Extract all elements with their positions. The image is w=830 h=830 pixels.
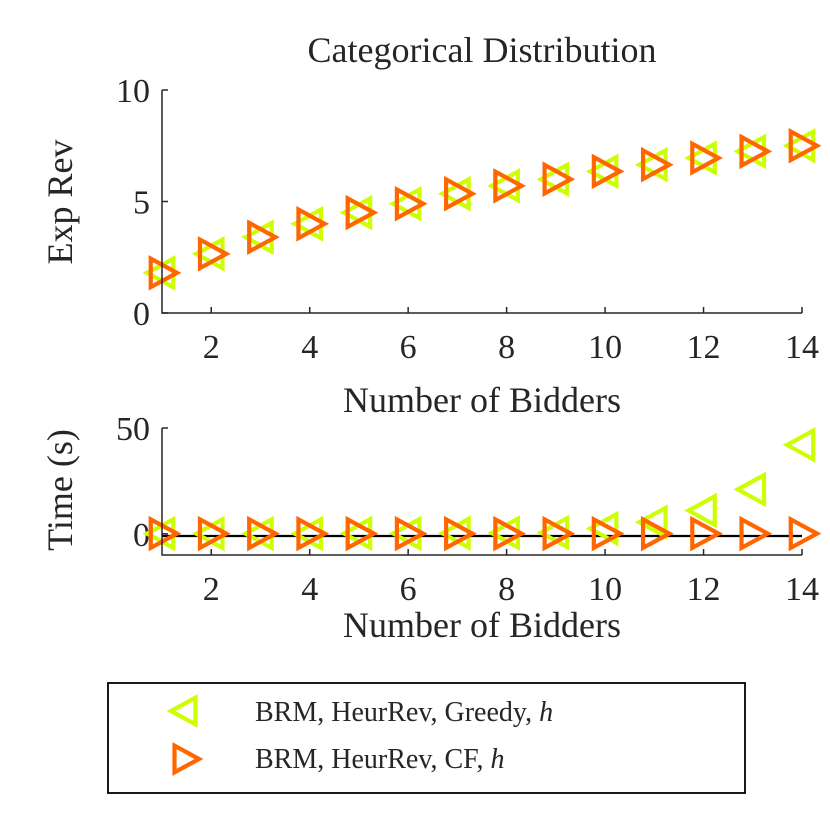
data-point-cf: [345, 194, 379, 231]
chart-title: Categorical Distribution: [308, 30, 657, 70]
data-point-cf: [542, 161, 576, 197]
data-point-greedy: [782, 427, 816, 463]
data-point-cf: [296, 206, 330, 242]
data-point-cf: [148, 515, 182, 552]
data-point-cf: [394, 185, 428, 222]
data-point-cf: [247, 515, 280, 552]
legend-marker-triangle-left-icon: [166, 694, 198, 728]
y-tick-label: 10: [116, 73, 150, 110]
data-point-cf: [690, 515, 723, 552]
marker-group: [142, 127, 822, 291]
x-tick-label: 2: [203, 571, 220, 608]
data-point-cf: [591, 515, 625, 552]
data-point-cf: [640, 515, 674, 552]
data-point-cf: [197, 515, 231, 552]
y-tick-label: 0: [133, 296, 150, 333]
axis-frame: [161, 90, 802, 314]
legend-marker-triangle-left: [166, 694, 198, 728]
data-point-cf: [542, 515, 576, 552]
legend: BRM, HeurRev, Greedy, h BRM, HeurRev, CF…: [107, 682, 746, 794]
data-point-cf: [296, 515, 330, 552]
data-point-cf: [345, 515, 379, 552]
x-axis-label: Number of Bidders: [343, 605, 621, 645]
data-point-cf: [690, 140, 723, 176]
data-point-cf: [493, 168, 527, 204]
x-tick-label: 2: [203, 329, 220, 366]
y-tick-label: 50: [116, 411, 150, 448]
x-tick-label: 10: [588, 571, 622, 608]
axis-frame: [161, 428, 802, 556]
data-point-greedy: [733, 471, 767, 508]
x-tick-label: 14: [785, 329, 819, 366]
data-point-greedy: [684, 492, 717, 529]
x-tick-label: 4: [301, 571, 318, 608]
x-tick-label: 10: [588, 329, 622, 366]
y-tick-label: 0: [133, 517, 150, 554]
legend-marker-triangle-right-icon: [172, 742, 204, 776]
data-point-cf: [739, 133, 773, 170]
data-point-greedy: [585, 510, 619, 547]
data-point-cf: [197, 236, 231, 272]
legend-item: BRM, HeurRev, CF, h: [172, 742, 505, 776]
marker-group: [142, 427, 822, 552]
x-tick-label: 12: [687, 329, 721, 366]
data-point-cf: [148, 255, 182, 291]
y-tick-label: 5: [133, 185, 150, 222]
x-axis-label: Number of Bidders: [343, 380, 621, 420]
legend-label: BRM, HeurRev, CF, h: [255, 744, 505, 775]
x-tick-label: 12: [687, 571, 721, 608]
data-point-cf: [247, 219, 280, 255]
data-point-cf: [444, 515, 477, 552]
x-tick-label: 8: [498, 329, 515, 366]
x-tick-label: 6: [400, 329, 417, 366]
data-point-cf: [394, 515, 428, 552]
tick-group: 2 4 6 8 10 12 14 0 5 10: [116, 73, 819, 366]
revenue-panel: Categorical Distribution Exp Rev Number …: [40, 30, 822, 420]
data-point-cf: [788, 127, 822, 164]
data-point-cf: [493, 515, 527, 552]
data-point-cf: [739, 515, 773, 552]
data-point-cf: [788, 515, 822, 552]
legend-marker-triangle-right: [172, 742, 204, 776]
x-tick-label: 4: [301, 329, 318, 366]
x-tick-label: 6: [400, 571, 417, 608]
time-panel: Time (s) Number of Bidders 2 4 6 8 10 12 14 0 50: [40, 411, 822, 645]
legend-item: BRM, HeurRev, Greedy, h: [166, 694, 553, 728]
legend-label: BRM, HeurRev, Greedy, h: [255, 697, 553, 728]
x-tick-label: 14: [785, 571, 819, 608]
data-point-cf: [444, 175, 477, 212]
data-point-cf: [591, 153, 625, 190]
x-tick-label: 8: [498, 571, 515, 608]
data-point-cf: [640, 146, 674, 183]
tick-group: 2 4 6 8 10 12 14 0 50: [116, 411, 819, 608]
legend-box: [107, 682, 746, 794]
y-axis-label: Time (s): [40, 429, 80, 551]
y-axis-label: Exp Rev: [40, 140, 80, 265]
data-point-greedy: [634, 504, 668, 540]
